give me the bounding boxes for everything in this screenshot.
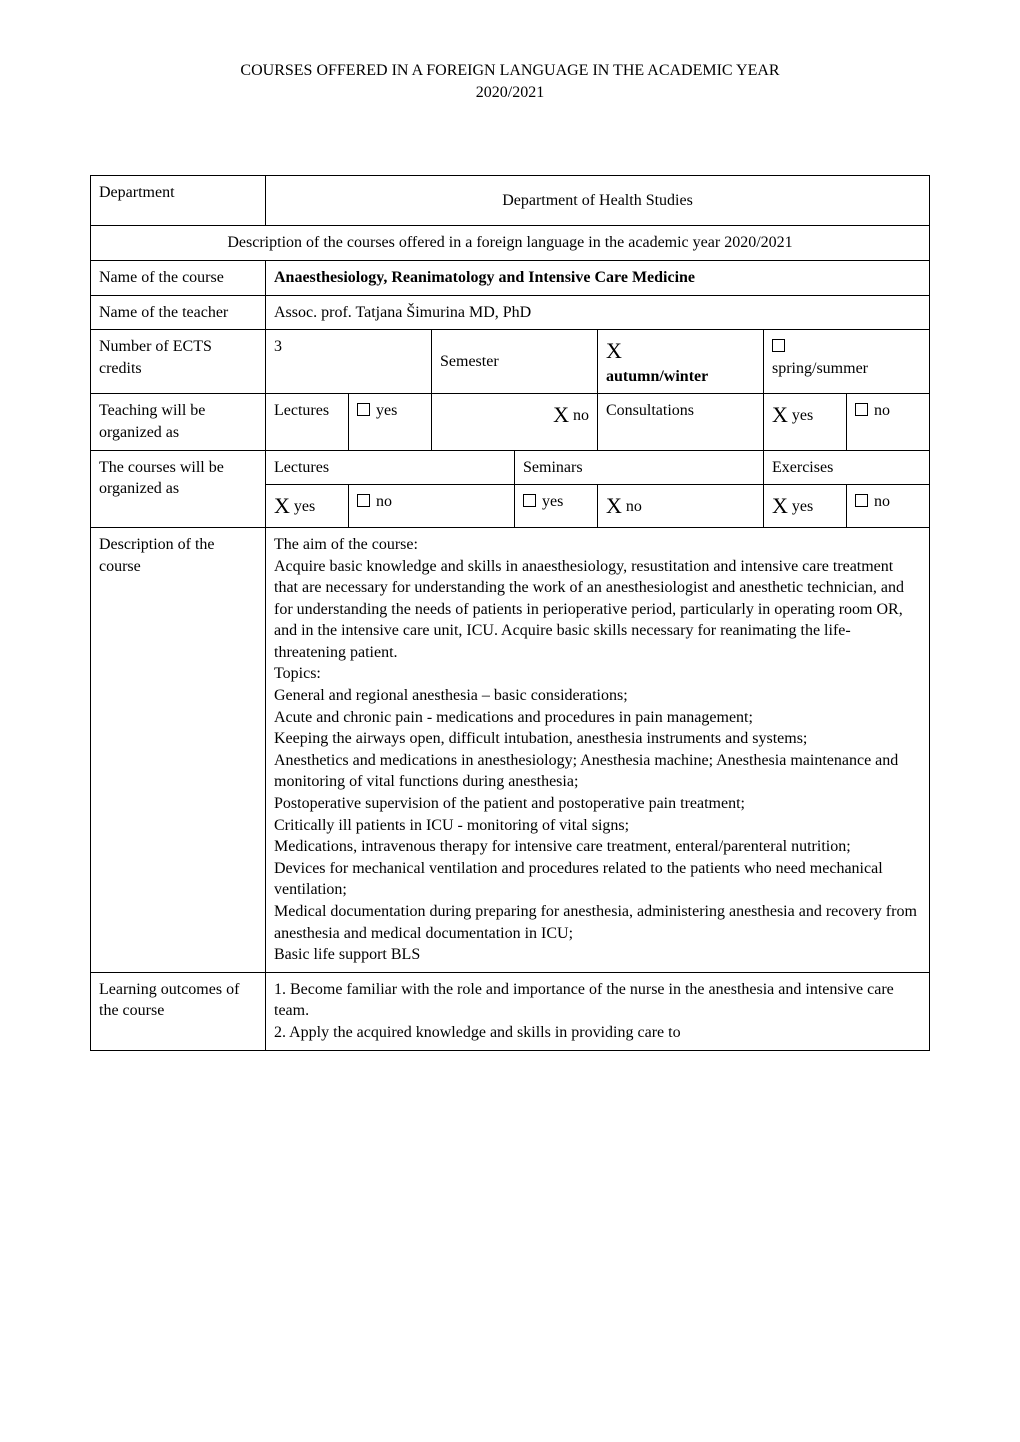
label-courses: The courses will be organized as [91, 450, 266, 527]
desc-line: Anesthetics and medications in anesthesi… [274, 750, 921, 793]
no-text: no [874, 402, 890, 419]
desc-line: General and regional anesthesia – basic … [274, 685, 921, 707]
section-title-text: Description of the courses offered in a … [91, 226, 930, 261]
value-outcomes: 1. Become familiar with the role and imp… [266, 972, 930, 1050]
desc-line: Medical documentation during preparing f… [274, 901, 921, 944]
row-outcomes: Learning outcomes of the course 1. Becom… [91, 972, 930, 1050]
yes-text: yes [542, 493, 563, 510]
desc-line: Basic life support BLS [274, 944, 921, 966]
page-header: COURSES OFFERED IN A FOREIGN LANGUAGE IN… [90, 60, 930, 105]
checkbox-icon [357, 494, 370, 507]
courses-exercises-label: Exercises [764, 450, 930, 485]
desc-line: Acquire basic knowledge and skills in an… [274, 556, 921, 664]
desc-line: The aim of the course: [274, 534, 921, 556]
row-department: Department Department of Health Studies [91, 175, 930, 226]
no-text: no [874, 493, 890, 510]
label-outcomes: Learning outcomes of the course [91, 972, 266, 1050]
no-text: no [573, 407, 589, 424]
value-teacher: Assoc. prof. Tatjana Šimurina MD, PhD [266, 295, 930, 330]
label-department: Department [91, 175, 266, 226]
cell-spring: spring/summer [764, 330, 930, 394]
courses-seminars-yes: yes [515, 485, 598, 528]
no-text: no [376, 493, 392, 510]
no-text: no [626, 498, 642, 515]
course-table: Department Department of Health Studies … [90, 175, 930, 1051]
yes-text: yes [294, 498, 315, 515]
row-section-title: Description of the courses offered in a … [91, 226, 930, 261]
x-mark: X [553, 400, 569, 430]
label-course-name: Name of the course [91, 260, 266, 295]
teaching-consult-label: Consultations [598, 394, 764, 450]
autumn-mark: X [606, 336, 622, 366]
header-line-2: 2020/2021 [90, 82, 930, 104]
checkbox-icon [357, 403, 370, 416]
row-teaching: Teaching will be organized as Lectures y… [91, 394, 930, 450]
yes-text: yes [792, 498, 813, 515]
checkbox-icon [855, 403, 868, 416]
courses-lectures-yes: X yes [266, 485, 349, 528]
x-mark: X [274, 491, 290, 521]
courses-lectures-label: Lectures [266, 450, 515, 485]
value-department: Department of Health Studies [266, 175, 930, 226]
row-course-name: Name of the course Anaesthesiology, Rean… [91, 260, 930, 295]
row-ects: Number of ECTS credits 3 Semester X autu… [91, 330, 930, 394]
desc-line: Critically ill patients in ICU - monitor… [274, 815, 921, 837]
spring-checkbox [772, 339, 785, 352]
value-ects: 3 [266, 330, 432, 394]
courses-exercises-no: no [847, 485, 930, 528]
teaching-consult-no: no [847, 394, 930, 450]
row-description: Description of the course The aim of the… [91, 527, 930, 972]
yes-text: yes [376, 402, 397, 419]
teaching-lectures-no: X no [432, 394, 598, 450]
courses-seminars-no: X no [598, 485, 764, 528]
yes-text: yes [792, 407, 813, 424]
teaching-lectures-yes: yes [349, 394, 432, 450]
row-courses-header: The courses will be organized as Lecture… [91, 450, 930, 485]
label-semester: Semester [432, 330, 598, 394]
checkbox-icon [523, 494, 536, 507]
label-ects: Number of ECTS credits [91, 330, 266, 394]
courses-lectures-no: no [349, 485, 515, 528]
courses-exercises-yes: X yes [764, 485, 847, 528]
desc-line: Keeping the airways open, difficult intu… [274, 728, 921, 750]
label-teaching: Teaching will be organized as [91, 394, 266, 450]
row-teacher: Name of the teacher Assoc. prof. Tatjana… [91, 295, 930, 330]
x-mark: X [606, 491, 622, 521]
desc-line: Medications, intravenous therapy for int… [274, 836, 921, 858]
x-mark: X [772, 491, 788, 521]
desc-line: Postoperative supervision of the patient… [274, 793, 921, 815]
value-description: The aim of the course:Acquire basic know… [266, 527, 930, 972]
desc-line: Devices for mechanical ventilation and p… [274, 858, 921, 901]
label-teacher: Name of the teacher [91, 295, 266, 330]
desc-line: Acute and chronic pain - medications and… [274, 707, 921, 729]
outcome-line: 2. Apply the acquired knowledge and skil… [274, 1022, 921, 1044]
cell-autumn: X autumn/winter [598, 330, 764, 394]
autumn-label: autumn/winter [606, 368, 708, 385]
courses-seminars-label: Seminars [515, 450, 764, 485]
x-mark: X [772, 400, 788, 430]
teaching-consult-yes: X yes [764, 394, 847, 450]
spring-label: spring/summer [772, 360, 868, 377]
outcome-line: 1. Become familiar with the role and imp… [274, 979, 921, 1022]
value-course-name: Anaesthesiology, Reanimatology and Inten… [266, 260, 930, 295]
desc-line: Topics: [274, 663, 921, 685]
checkbox-icon [855, 494, 868, 507]
teaching-lectures-label: Lectures [266, 394, 349, 450]
header-line-1: COURSES OFFERED IN A FOREIGN LANGUAGE IN… [90, 60, 930, 82]
label-description: Description of the course [91, 527, 266, 972]
